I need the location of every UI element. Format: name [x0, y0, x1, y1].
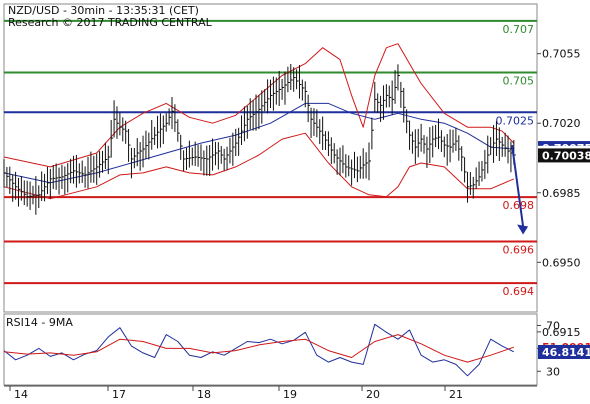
y-tick-label: 0.6985 [542, 187, 581, 200]
x-tick-label: 18 [197, 388, 211, 400]
level-label: 0.707 [503, 23, 535, 36]
forecast-arrow-head [517, 224, 529, 235]
y-tick-label: 0.6915 [542, 326, 581, 339]
rsi-y-tick-label: 70 [546, 319, 560, 332]
level-label: 0.705 [503, 75, 535, 88]
level-label: 0.694 [503, 285, 535, 298]
bollinger-lower-band [3, 132, 514, 200]
price-tag-label: 0.70038 [542, 149, 590, 162]
y-tick-label: 0.7020 [542, 117, 581, 130]
price-tag-box [538, 148, 590, 163]
y-tick-label: 0.6950 [542, 256, 581, 269]
rsi-value-tag-label: 46.8141 [542, 346, 590, 359]
rsi-series-line [3, 334, 514, 363]
rsi-series-line [3, 323, 515, 377]
x-tick-label: 14 [14, 388, 28, 400]
chart-title: NZD/USD - 30min - 13:35:31 (CET) [8, 4, 199, 17]
bollinger-upper-band [3, 43, 515, 168]
rsi-value-tag-box [538, 345, 590, 360]
x-tick-label: 20 [366, 388, 380, 400]
x-tick-label: 19 [283, 388, 297, 400]
x-tick-label: 21 [449, 388, 463, 400]
x-tick-label: 17 [112, 388, 126, 400]
level-label: 0.698 [503, 199, 535, 212]
forecast-arrow-shaft [511, 144, 525, 227]
moving-average-line [3, 102, 514, 184]
main-panel-frame [3, 3, 538, 313]
rsi-panel-frame [3, 313, 538, 386]
level-label: 0.696 [503, 243, 535, 256]
rsi-y-tick-label: 30 [546, 365, 560, 378]
level-label: 0.7025 [496, 114, 535, 127]
y-tick-label: 0.7055 [542, 48, 581, 61]
rsi-title: RSI14 - 9MA [6, 316, 73, 329]
chart-subtitle: Research © 2017 TRADING CENTRAL [8, 16, 213, 29]
